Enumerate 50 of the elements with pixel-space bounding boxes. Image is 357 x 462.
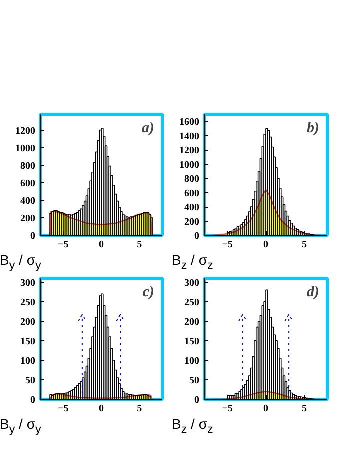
x-tick-label: −5 bbox=[58, 404, 69, 414]
x-tick-label: 5 bbox=[302, 240, 307, 250]
y-tick-label: 0 bbox=[30, 395, 36, 406]
y-tick-label: 0 bbox=[30, 231, 36, 242]
y-tick-label: 0 bbox=[194, 395, 200, 406]
y-tick-label: 50 bbox=[190, 375, 200, 386]
y-tick-label: 100 bbox=[20, 356, 36, 367]
y-tick-label: 0 bbox=[194, 231, 200, 242]
x-axis-title: B$_{y}$ / σ$_{y}$ bbox=[0, 415, 42, 438]
y-tick-label: 250 bbox=[20, 297, 36, 308]
y-tick-label: 300 bbox=[20, 278, 36, 289]
y-tick-label: 1400 bbox=[180, 131, 200, 142]
y-tick-label: 200 bbox=[184, 316, 200, 328]
y-tick-label: 800 bbox=[20, 160, 36, 172]
x-tick-label: 0 bbox=[99, 404, 104, 414]
x-tick-label: 5 bbox=[302, 404, 307, 414]
x-tick-label: −5 bbox=[222, 404, 233, 414]
y-tick-label: 150 bbox=[184, 336, 200, 348]
x-tick-label: 5 bbox=[137, 404, 142, 414]
x-tick-label: 5 bbox=[137, 240, 142, 250]
x-tick-label: 0 bbox=[264, 404, 268, 414]
y-tick-label: 1200 bbox=[180, 146, 200, 157]
x-axis-title: B$_{y}$ / σ$_{y}$ bbox=[0, 251, 42, 274]
y-tick-label: 50 bbox=[26, 375, 36, 386]
x-tick-label: 0 bbox=[264, 240, 268, 250]
y-tick-label: 800 bbox=[184, 174, 200, 186]
x-tick-label: −5 bbox=[222, 240, 233, 250]
x-axis-title: B$_{z}$ / σ$_{z}$ bbox=[172, 251, 214, 274]
annotation: b) bbox=[307, 120, 320, 136]
y-tick-label: 1000 bbox=[180, 160, 200, 171]
y-tick-label: 200 bbox=[184, 216, 200, 228]
y-tick-label: 200 bbox=[20, 213, 36, 224]
annotation: a) bbox=[142, 120, 155, 136]
annotation: c) bbox=[142, 284, 155, 300]
y-tick-label: 1600 bbox=[180, 117, 200, 128]
y-tick-label: 100 bbox=[184, 356, 200, 367]
x-tick-label: 0 bbox=[99, 240, 104, 250]
x-axis-title: B$_{z}$ / σ$_{z}$ bbox=[172, 415, 214, 438]
y-tick-label: 400 bbox=[20, 196, 36, 207]
y-tick-label: 300 bbox=[184, 278, 200, 289]
y-tick-label: 600 bbox=[20, 178, 36, 190]
annotation: d) bbox=[307, 284, 320, 300]
y-tick-label: 150 bbox=[20, 336, 36, 348]
x-tick-label: −5 bbox=[58, 240, 69, 250]
y-tick-label: 1000 bbox=[16, 143, 36, 154]
y-tick-label: 600 bbox=[184, 188, 200, 200]
y-tick-label: 400 bbox=[184, 202, 200, 214]
y-tick-label: 200 bbox=[20, 316, 36, 328]
y-tick-label: 1200 bbox=[16, 126, 36, 137]
y-tick-label: 250 bbox=[184, 297, 200, 308]
